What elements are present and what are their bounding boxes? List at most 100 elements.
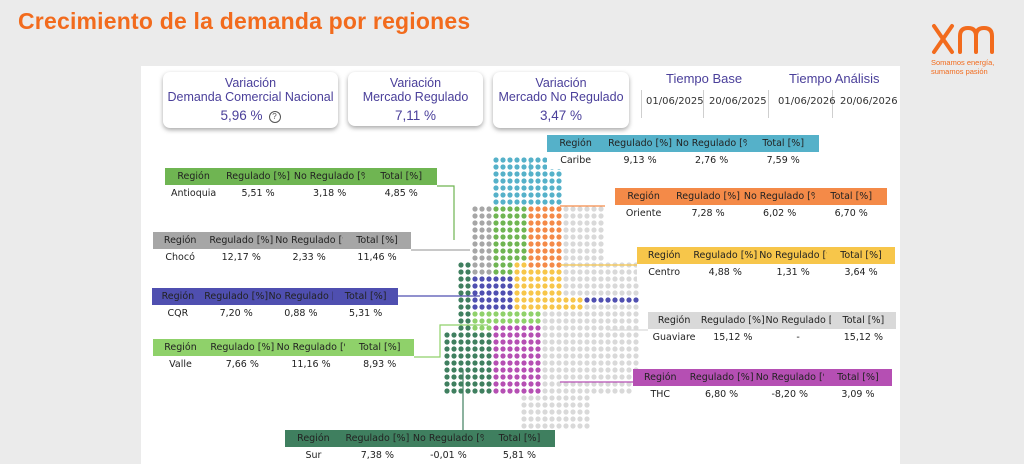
map-dot [584, 395, 590, 401]
map-dot [570, 248, 576, 254]
map-dot [556, 388, 562, 394]
map-dot [500, 381, 506, 387]
map-dot [584, 388, 590, 394]
table-header: Región Regulado [%]No Regulado [%] Total [… [633, 369, 892, 386]
map-dot [542, 381, 548, 387]
map-dot [521, 171, 527, 177]
regulado-value: 7,20 % [219, 308, 253, 319]
map-dot [528, 227, 534, 233]
map-dot [570, 395, 576, 401]
col-no-regulado: No Regulado [%] [275, 235, 343, 246]
map-dot [577, 409, 583, 415]
map-dot [472, 234, 478, 240]
map-dot [465, 381, 471, 387]
map-dot [500, 311, 506, 317]
map-dot [563, 339, 569, 345]
map-dot [556, 311, 562, 317]
map-dot [479, 213, 485, 219]
map-dot [563, 353, 569, 359]
map-dot [528, 374, 534, 380]
region-table-caribe: Región Regulado [%]No Regulado [%] Total [… [547, 135, 819, 169]
map-dot [472, 318, 478, 324]
map-dot [577, 227, 583, 233]
map-dot [633, 283, 639, 289]
map-dot [507, 353, 513, 359]
col-regulado: Regulado [%] [345, 433, 410, 444]
map-dot [619, 283, 625, 289]
col-total: Total [%] [837, 372, 879, 383]
map-dot [528, 164, 534, 170]
map-dot [486, 290, 492, 296]
no-regulado-value: -0,01 % [430, 450, 467, 461]
map-dot [479, 381, 485, 387]
page-title: Crecimiento de la demanda por regiones [18, 8, 471, 34]
no-regulado-value: - [796, 332, 800, 343]
question-icon[interactable]: ? [268, 111, 281, 123]
map-dot [563, 241, 569, 247]
map-dot [556, 178, 562, 184]
map-dot [570, 332, 576, 338]
map-dot [626, 283, 632, 289]
map-dot [479, 227, 485, 233]
map-dot [479, 276, 485, 282]
map-dot [570, 269, 576, 275]
table-row: Caribe 9,13 % 2,76 % 7,59 % [547, 152, 819, 169]
map-dot [493, 290, 499, 296]
map-dot [458, 381, 464, 387]
table-row: CQR 7,20 % 0,88 % 5,31 % [152, 305, 398, 322]
map-dot [563, 234, 569, 240]
map-dot [605, 367, 611, 373]
map-dot [472, 213, 478, 219]
map-dot [535, 199, 541, 205]
map-dot [472, 255, 478, 261]
map-dot [451, 360, 457, 366]
regulado-value: 7,66 % [225, 359, 259, 370]
map-dot [598, 227, 604, 233]
map-dot [598, 290, 604, 296]
map-dot [514, 367, 520, 373]
region-name: THC [650, 389, 671, 400]
map-dot [479, 269, 485, 275]
no-regulado-value: 11,16 % [291, 359, 331, 370]
map-dot [591, 374, 597, 380]
map-dot [542, 416, 548, 422]
map-dot [479, 241, 485, 247]
map-dot [556, 332, 562, 338]
map-dot [507, 318, 513, 324]
map-dot [500, 304, 506, 310]
map-dot [591, 290, 597, 296]
map-dot [619, 318, 625, 324]
map-dot [465, 297, 471, 303]
map-dot [458, 325, 464, 331]
map-dot [535, 171, 541, 177]
region-dots [444, 157, 639, 429]
map-dot [605, 276, 611, 282]
map-dot [535, 248, 541, 254]
period-divider [703, 90, 704, 118]
map-dot [542, 213, 548, 219]
map-dot [472, 276, 478, 282]
map-dot [535, 374, 541, 380]
map-dot [444, 353, 450, 359]
map-dot [535, 220, 541, 226]
map-dot [493, 388, 499, 394]
map-dot [598, 325, 604, 331]
map-dot [549, 374, 555, 380]
map-dot [507, 248, 513, 254]
map-dot [570, 227, 576, 233]
map-dot [626, 276, 632, 282]
map-dot [542, 283, 548, 289]
map-dot [514, 199, 520, 205]
map-dot [486, 374, 492, 380]
map-dot [633, 311, 639, 317]
map-dot [556, 269, 562, 275]
region-table-choco: Región Regulado [%]No Regulado [%] Total [… [153, 232, 411, 266]
map-dot [444, 367, 450, 373]
map-dot [500, 353, 506, 359]
map-dot [514, 255, 520, 261]
map-dot [542, 346, 548, 352]
map-dot [472, 388, 478, 394]
region-name: CQR [167, 308, 189, 319]
map-dot [500, 248, 506, 254]
map-dot [563, 206, 569, 212]
